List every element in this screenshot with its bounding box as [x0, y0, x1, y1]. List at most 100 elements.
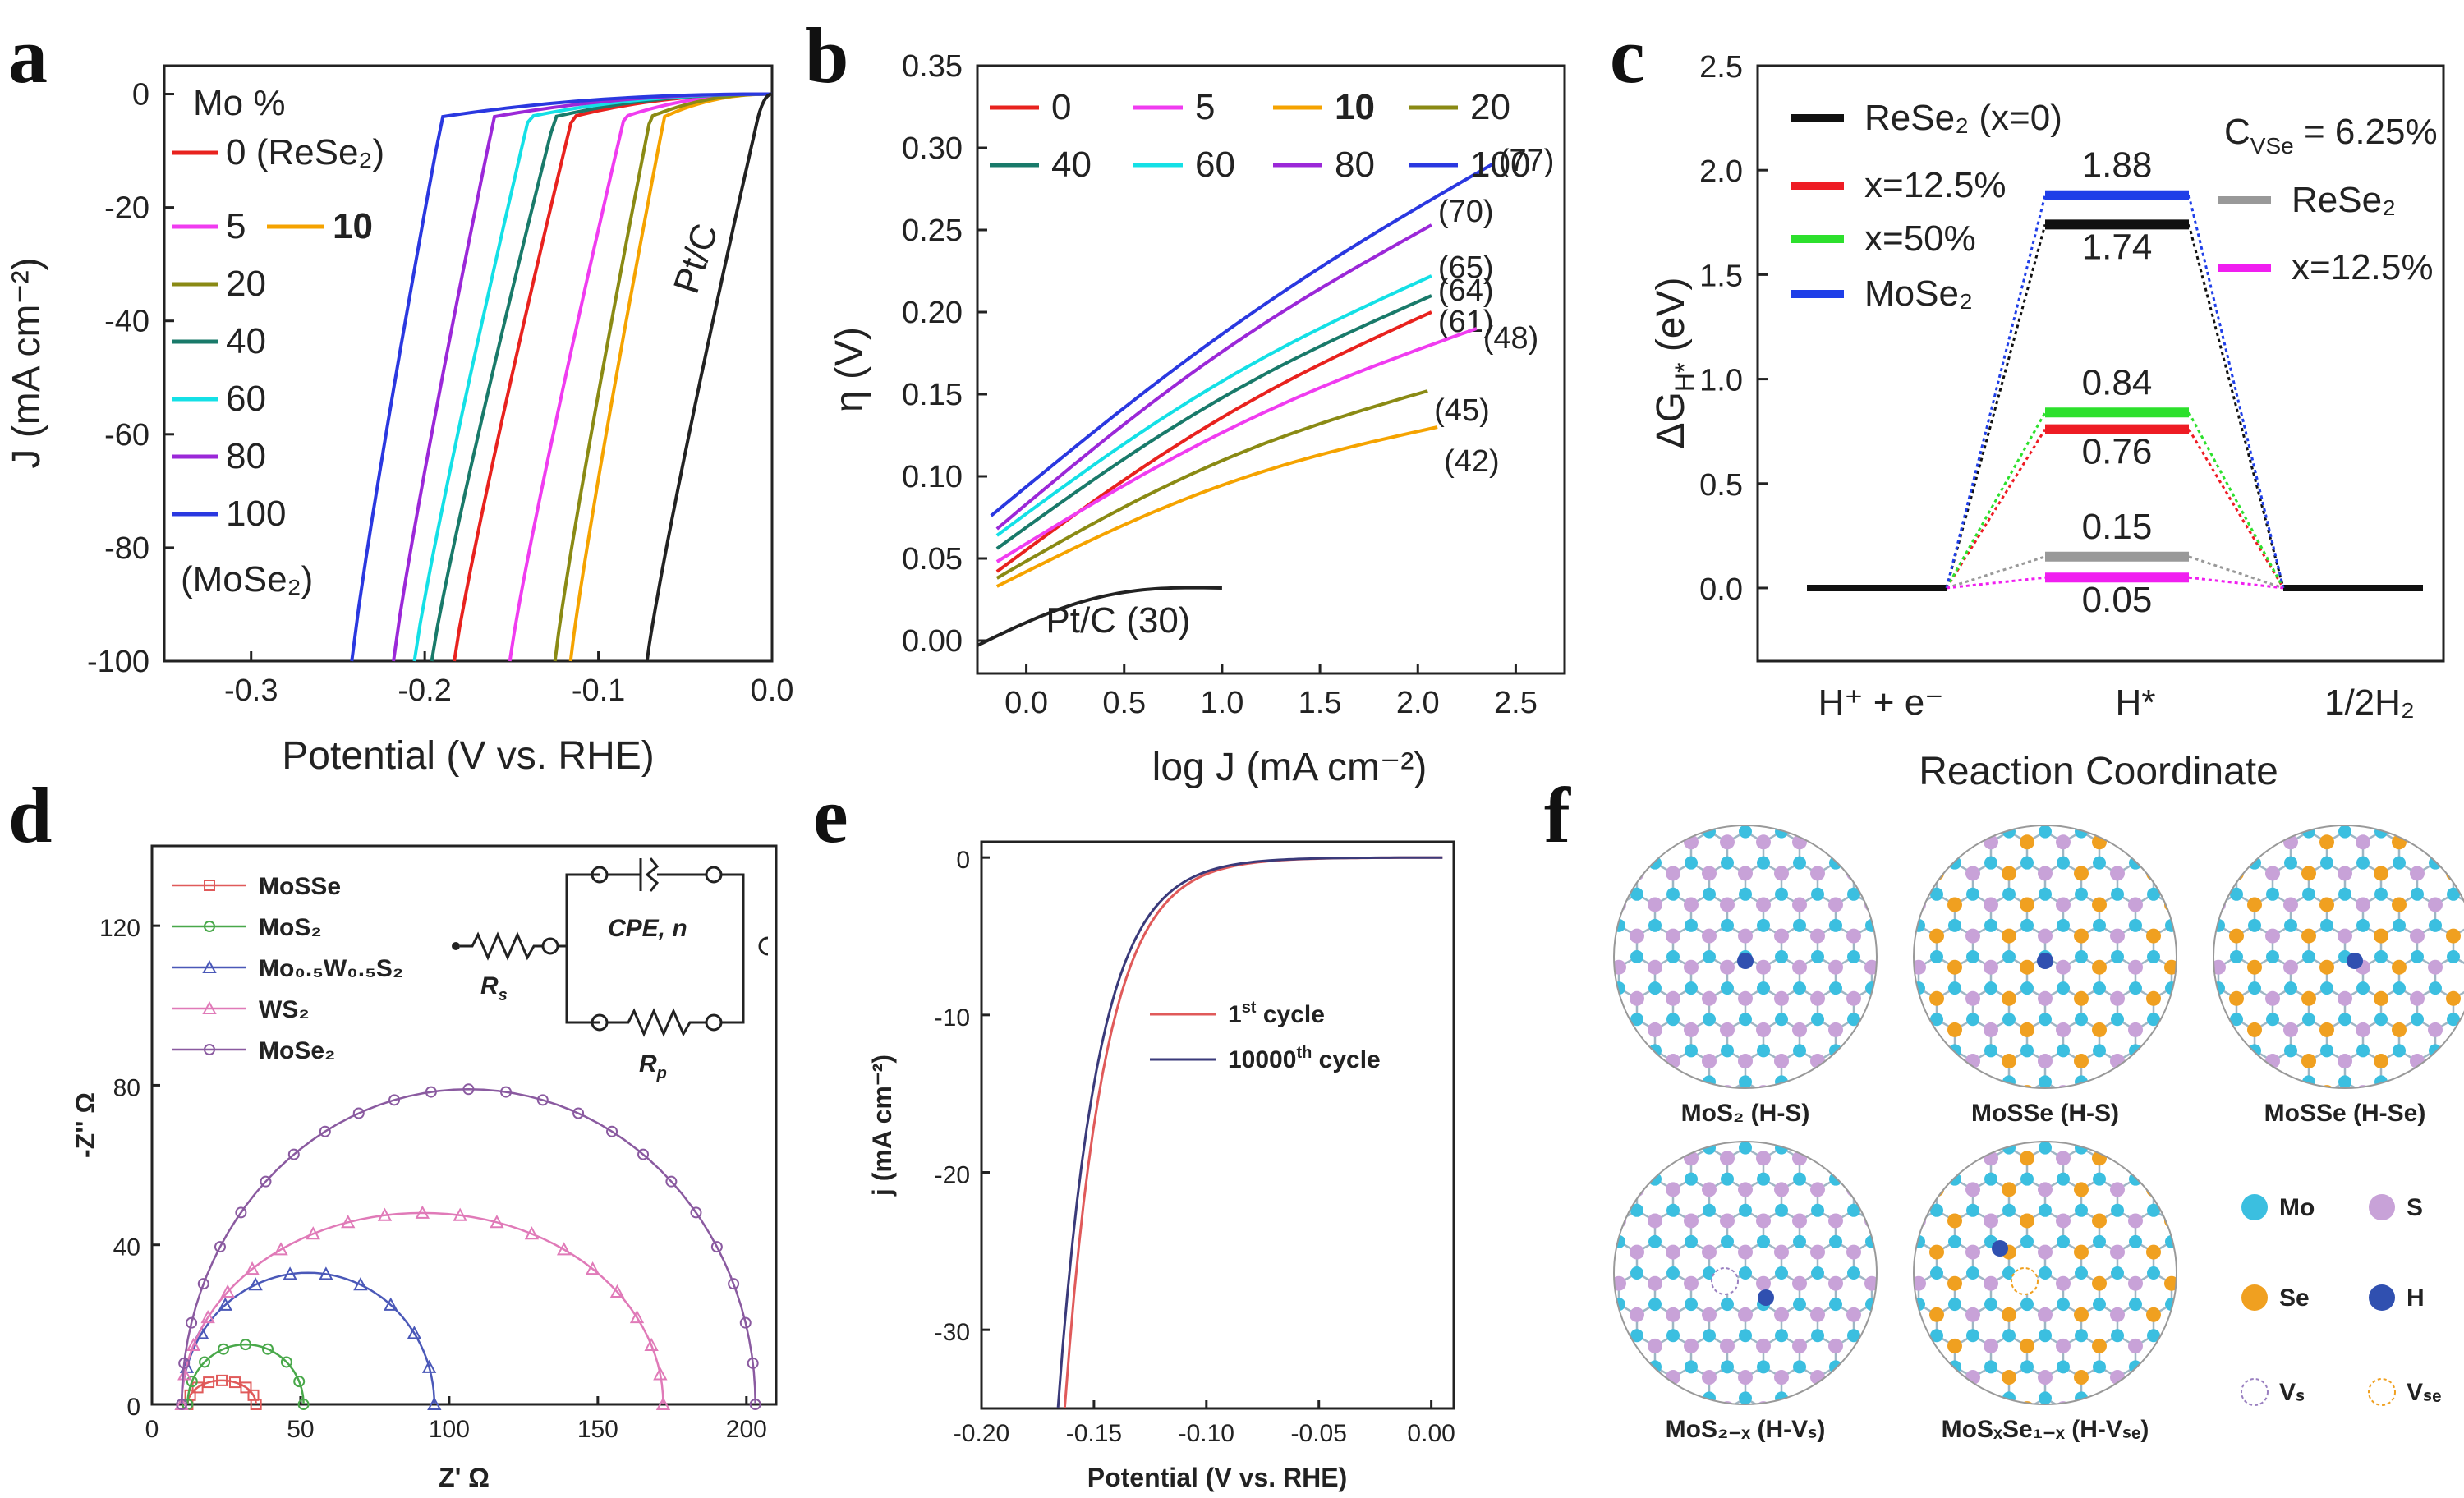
- se-atom: [1929, 1244, 1944, 1260]
- mo-atom: [1876, 919, 1889, 932]
- mo-atom: [1630, 1078, 1643, 1091]
- s-atom: [2283, 1022, 2298, 1037]
- panel-letter-c: c: [1610, 11, 1645, 99]
- y-tick-label: -100: [87, 645, 149, 679]
- mo-atom: [1847, 825, 1860, 839]
- legend-label: 40: [226, 321, 266, 361]
- s-atom: [2273, 1151, 2287, 1165]
- legend-label: 60: [226, 379, 266, 419]
- s-atom: [1630, 1244, 1644, 1260]
- mo-atom: [1984, 918, 1997, 932]
- s-atom: [2128, 1401, 2143, 1404]
- mo-atom: [2039, 825, 2052, 839]
- mo-atom: [1912, 1423, 1925, 1436]
- s-atom: [1901, 1147, 1915, 1162]
- s-atom: [1846, 1244, 1861, 1260]
- level-value-label: 1.88: [2082, 145, 2153, 186]
- se-atom: [2092, 1213, 2107, 1229]
- s-atom: [1984, 1464, 1998, 1478]
- s-atom: [2056, 1213, 2071, 1229]
- s-atom: [1756, 959, 1771, 975]
- mo-atom: [1984, 856, 1997, 870]
- x-tick-label: 100: [429, 1416, 470, 1443]
- mo-atom: [1847, 950, 1860, 963]
- mo-atom: [1829, 1423, 1842, 1436]
- se-atom: [2074, 990, 2089, 1006]
- mo-atom: [1984, 1172, 1997, 1186]
- s-atom: [2110, 1244, 2125, 1260]
- mo-atom: [1666, 1142, 1680, 1155]
- s-atom: [2211, 1147, 2226, 1162]
- se-atom: [2164, 1151, 2177, 1166]
- x-axis-label-a: Potential (V vs. RHE): [282, 734, 654, 778]
- s-atom: [1810, 1119, 1825, 1134]
- mo-atom: [2237, 1110, 2250, 1123]
- mo-atom: [1901, 981, 1915, 995]
- mo-atom: [1540, 1423, 1553, 1436]
- se-atom: [1929, 1370, 1944, 1385]
- s-atom: [1666, 1244, 1680, 1260]
- mo-atom: [2219, 1078, 2232, 1091]
- connector: [2187, 411, 2285, 589]
- mo-atom: [2093, 981, 2106, 995]
- mo-atom: [1648, 1298, 1662, 1312]
- s-atom: [1720, 772, 1735, 787]
- mo-atom: [1901, 1110, 1915, 1123]
- mo-atom: [1739, 1391, 1752, 1404]
- s-atom: [1756, 1338, 1771, 1353]
- legend-atom: [2369, 1284, 2395, 1311]
- mo-atom: [2230, 887, 2243, 901]
- mo-atom: [2411, 887, 2424, 901]
- s-atom: [1648, 1151, 1662, 1166]
- s-atom: [2265, 803, 2280, 818]
- mo-atom: [1858, 1078, 1871, 1091]
- s-atom: [1611, 1088, 1626, 1103]
- mo-atom: [2194, 1013, 2207, 1026]
- panel-letter-e: e: [813, 771, 848, 859]
- mo-atom: [2237, 1360, 2250, 1373]
- mo-atom: [2057, 1360, 2070, 1374]
- legend-label: Mo₀.₅W₀.₅S₂: [259, 955, 403, 982]
- data-point: [250, 1399, 262, 1410]
- s-atom: [2213, 1022, 2226, 1037]
- mo-atom: [1721, 1172, 1734, 1186]
- s-atom: [1864, 1151, 1877, 1166]
- s-atom: [2255, 1245, 2269, 1260]
- data-point: [197, 1278, 209, 1290]
- data-point: [609, 1284, 625, 1298]
- mo-atom: [2213, 856, 2225, 870]
- mo-atom: [1612, 1107, 1625, 1120]
- mo-atom: [2429, 981, 2442, 995]
- mo-atom: [1666, 762, 1680, 775]
- s-atom: [1593, 866, 1608, 880]
- s-atom: [1575, 834, 1590, 849]
- y-tick-label: 0: [126, 1394, 140, 1421]
- s-atom: [1846, 866, 1861, 881]
- s-atom: [1864, 1088, 1879, 1103]
- mo-atom: [2273, 1173, 2287, 1186]
- mo-atom: [1666, 1329, 1680, 1343]
- data-point: [228, 1376, 241, 1389]
- se-atom: [2319, 772, 2334, 787]
- mo-atom: [1576, 793, 1589, 806]
- mo-atom: [1858, 1391, 1871, 1404]
- s-atom: [1792, 1022, 1807, 1037]
- s-atom: [1593, 1370, 1608, 1385]
- s-atom: [1611, 1464, 1626, 1478]
- s-atom: [1539, 1464, 1554, 1478]
- mo-atom: [2447, 825, 2460, 839]
- s-atom: [1955, 803, 1970, 818]
- legend-label: 10000th cycle: [1228, 1044, 1381, 1073]
- mo-atom: [1822, 1138, 1835, 1151]
- mo-atom: [2020, 918, 2034, 932]
- mo-atom: [1630, 1266, 1643, 1280]
- mo-atom: [1648, 981, 1662, 995]
- s-atom: [1738, 866, 1753, 881]
- se-atom: [2092, 1022, 2107, 1037]
- se-atom: [1947, 1085, 1962, 1088]
- mo-atom: [2140, 1107, 2153, 1120]
- s-atom: [1828, 1338, 1843, 1353]
- mo-atom: [2020, 1172, 2034, 1186]
- s-atom: [2193, 803, 2208, 818]
- curve-40: [995, 294, 1432, 550]
